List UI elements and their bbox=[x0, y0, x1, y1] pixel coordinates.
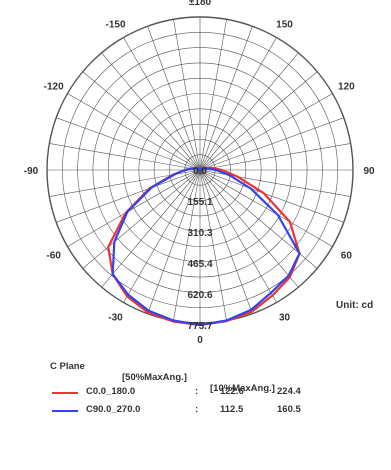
legend-beam10: 224.4 bbox=[277, 386, 301, 397]
grid-spoke bbox=[67, 169, 201, 247]
polar-grid bbox=[46, 16, 354, 324]
legend-beam50: 122.6 bbox=[220, 386, 244, 397]
grid-spoke bbox=[199, 169, 333, 247]
grid-spoke bbox=[199, 52, 299, 171]
radial-labels: 0.0 155.1 310.3 465.4 620.6 775.7 bbox=[187, 166, 212, 332]
angle-tick-label: ±180 bbox=[189, 0, 212, 8]
grid-spoke bbox=[199, 19, 227, 171]
legend-beam50: 112.5 bbox=[220, 404, 244, 415]
radial-tick-label: 465.4 bbox=[187, 259, 212, 270]
legend-row: C0.0_180.0 : 122.6 224.4 bbox=[52, 386, 301, 400]
legend-series-name: C90.0_270.0 bbox=[86, 404, 141, 415]
grid-spoke bbox=[199, 117, 344, 171]
radial-tick-label: 620.6 bbox=[187, 290, 212, 301]
grid-spoke bbox=[49, 143, 201, 171]
legend-row: C90.0_270.0 : 112.5 160.5 bbox=[52, 404, 301, 418]
grid-spoke bbox=[82, 71, 201, 171]
angle-tick-label: 150 bbox=[276, 20, 293, 31]
legend-colon: : bbox=[195, 386, 199, 397]
angle-tick-label: -30 bbox=[108, 312, 123, 323]
grid-spoke bbox=[199, 71, 318, 171]
grid-spoke bbox=[199, 169, 227, 321]
unit-label: Unit: cd bbox=[336, 300, 374, 311]
angle-tick-label: 90 bbox=[363, 166, 375, 177]
legend-series-name: C0.0_180.0 bbox=[86, 386, 136, 397]
angle-tick-label: -60 bbox=[46, 251, 61, 262]
series-line bbox=[111, 167, 301, 327]
grid-spoke bbox=[82, 169, 201, 269]
legend-swatch bbox=[52, 392, 78, 394]
grid-spoke bbox=[147, 26, 201, 171]
series-group bbox=[107, 166, 301, 327]
grid-spoke bbox=[101, 169, 201, 288]
radial-tick-label: 775.7 bbox=[187, 321, 212, 332]
grid-spoke bbox=[199, 169, 299, 288]
grid-spoke bbox=[67, 93, 201, 171]
angle-labels: ±180 150 120 90 60 30 0 -30 -60 -90 -120 -150 bbox=[24, 0, 375, 346]
grid-spoke bbox=[199, 169, 253, 314]
grid-spoke bbox=[123, 37, 201, 171]
grid-spoke bbox=[56, 117, 201, 171]
grid-spoke bbox=[199, 169, 344, 223]
angle-tick-label: 120 bbox=[338, 82, 355, 93]
grid-spoke bbox=[173, 169, 201, 321]
angle-tick-label: 0 bbox=[197, 335, 203, 346]
header-col2: [10%MaxAng.] bbox=[210, 383, 275, 394]
grid-spoke bbox=[101, 52, 201, 171]
polar-chart: 0.0 155.1 310.3 465.4 620.6 775.7 ±180 150 120 9… bbox=[24, 0, 375, 346]
grid-spoke bbox=[199, 93, 333, 171]
angle-tick-label: 30 bbox=[279, 312, 291, 323]
grid-spoke bbox=[199, 143, 351, 171]
angle-tick-label: -120 bbox=[44, 82, 64, 93]
legend-swatch bbox=[52, 410, 78, 412]
grid-spoke bbox=[123, 169, 201, 303]
grid-spoke bbox=[173, 19, 201, 171]
grid-spoke bbox=[56, 169, 201, 223]
grid-spoke bbox=[147, 169, 201, 314]
legend-colon: : bbox=[195, 404, 199, 415]
legend-beam10: 160.5 bbox=[277, 404, 301, 415]
angle-tick-label: -90 bbox=[24, 166, 39, 177]
angle-tick-label: -150 bbox=[105, 20, 125, 31]
header-col1: [50%MaxAng.] bbox=[122, 372, 187, 383]
table-header: C Plane [50%MaxAng.] [10%MaxAng.] bbox=[50, 350, 275, 394]
radial-tick-label: 155.1 bbox=[187, 197, 212, 208]
radial-tick-label: 0.0 bbox=[193, 166, 207, 177]
grid-spoke bbox=[199, 26, 253, 171]
grid-spoke bbox=[199, 169, 277, 303]
header-plane: C Plane bbox=[50, 361, 85, 372]
radial-tick-label: 310.3 bbox=[187, 228, 212, 239]
grid-spoke bbox=[199, 37, 277, 171]
angle-tick-label: 60 bbox=[341, 251, 353, 262]
